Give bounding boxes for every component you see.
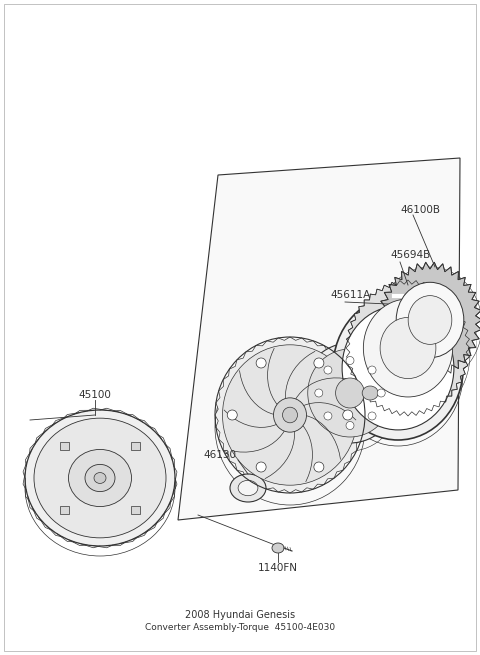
Ellipse shape	[227, 410, 237, 420]
Ellipse shape	[380, 318, 436, 379]
Ellipse shape	[346, 356, 354, 364]
Ellipse shape	[272, 543, 284, 553]
Ellipse shape	[343, 410, 353, 420]
FancyBboxPatch shape	[60, 506, 69, 514]
Polygon shape	[378, 262, 480, 378]
Polygon shape	[346, 280, 470, 416]
Ellipse shape	[314, 358, 324, 368]
Ellipse shape	[230, 474, 266, 502]
Ellipse shape	[256, 462, 266, 472]
Ellipse shape	[333, 296, 463, 440]
Ellipse shape	[362, 386, 378, 400]
Ellipse shape	[346, 422, 354, 430]
FancyBboxPatch shape	[60, 441, 69, 450]
Polygon shape	[215, 337, 365, 493]
Ellipse shape	[408, 295, 452, 345]
Ellipse shape	[85, 464, 115, 492]
Ellipse shape	[315, 389, 323, 397]
Ellipse shape	[256, 358, 266, 368]
Ellipse shape	[238, 480, 258, 496]
FancyBboxPatch shape	[131, 441, 140, 450]
Ellipse shape	[342, 306, 454, 430]
FancyBboxPatch shape	[131, 506, 140, 514]
Ellipse shape	[94, 472, 106, 483]
Text: 1140FN: 1140FN	[258, 563, 298, 573]
Ellipse shape	[368, 412, 376, 420]
Text: 45100: 45100	[79, 390, 111, 400]
FancyBboxPatch shape	[4, 4, 476, 651]
Ellipse shape	[223, 345, 358, 485]
Ellipse shape	[314, 462, 324, 472]
Text: Converter Assembly-Torque  45100-4E030: Converter Assembly-Torque 45100-4E030	[145, 624, 335, 633]
Ellipse shape	[336, 378, 364, 408]
Polygon shape	[178, 158, 460, 520]
Ellipse shape	[396, 282, 464, 358]
Ellipse shape	[34, 418, 166, 538]
Ellipse shape	[308, 349, 392, 437]
Ellipse shape	[302, 343, 398, 443]
Ellipse shape	[377, 389, 385, 397]
Ellipse shape	[324, 366, 332, 374]
Ellipse shape	[274, 398, 307, 432]
Text: 2008 Hyundai Genesis: 2008 Hyundai Genesis	[185, 610, 295, 620]
Ellipse shape	[25, 410, 175, 546]
Ellipse shape	[283, 407, 298, 422]
Text: 46130: 46130	[204, 450, 237, 460]
Ellipse shape	[363, 299, 453, 397]
Text: 45694B: 45694B	[390, 250, 430, 260]
Text: 45611A: 45611A	[330, 290, 370, 300]
Ellipse shape	[324, 412, 332, 420]
Text: 46100B: 46100B	[400, 205, 440, 215]
Ellipse shape	[368, 366, 376, 374]
Ellipse shape	[69, 449, 132, 506]
